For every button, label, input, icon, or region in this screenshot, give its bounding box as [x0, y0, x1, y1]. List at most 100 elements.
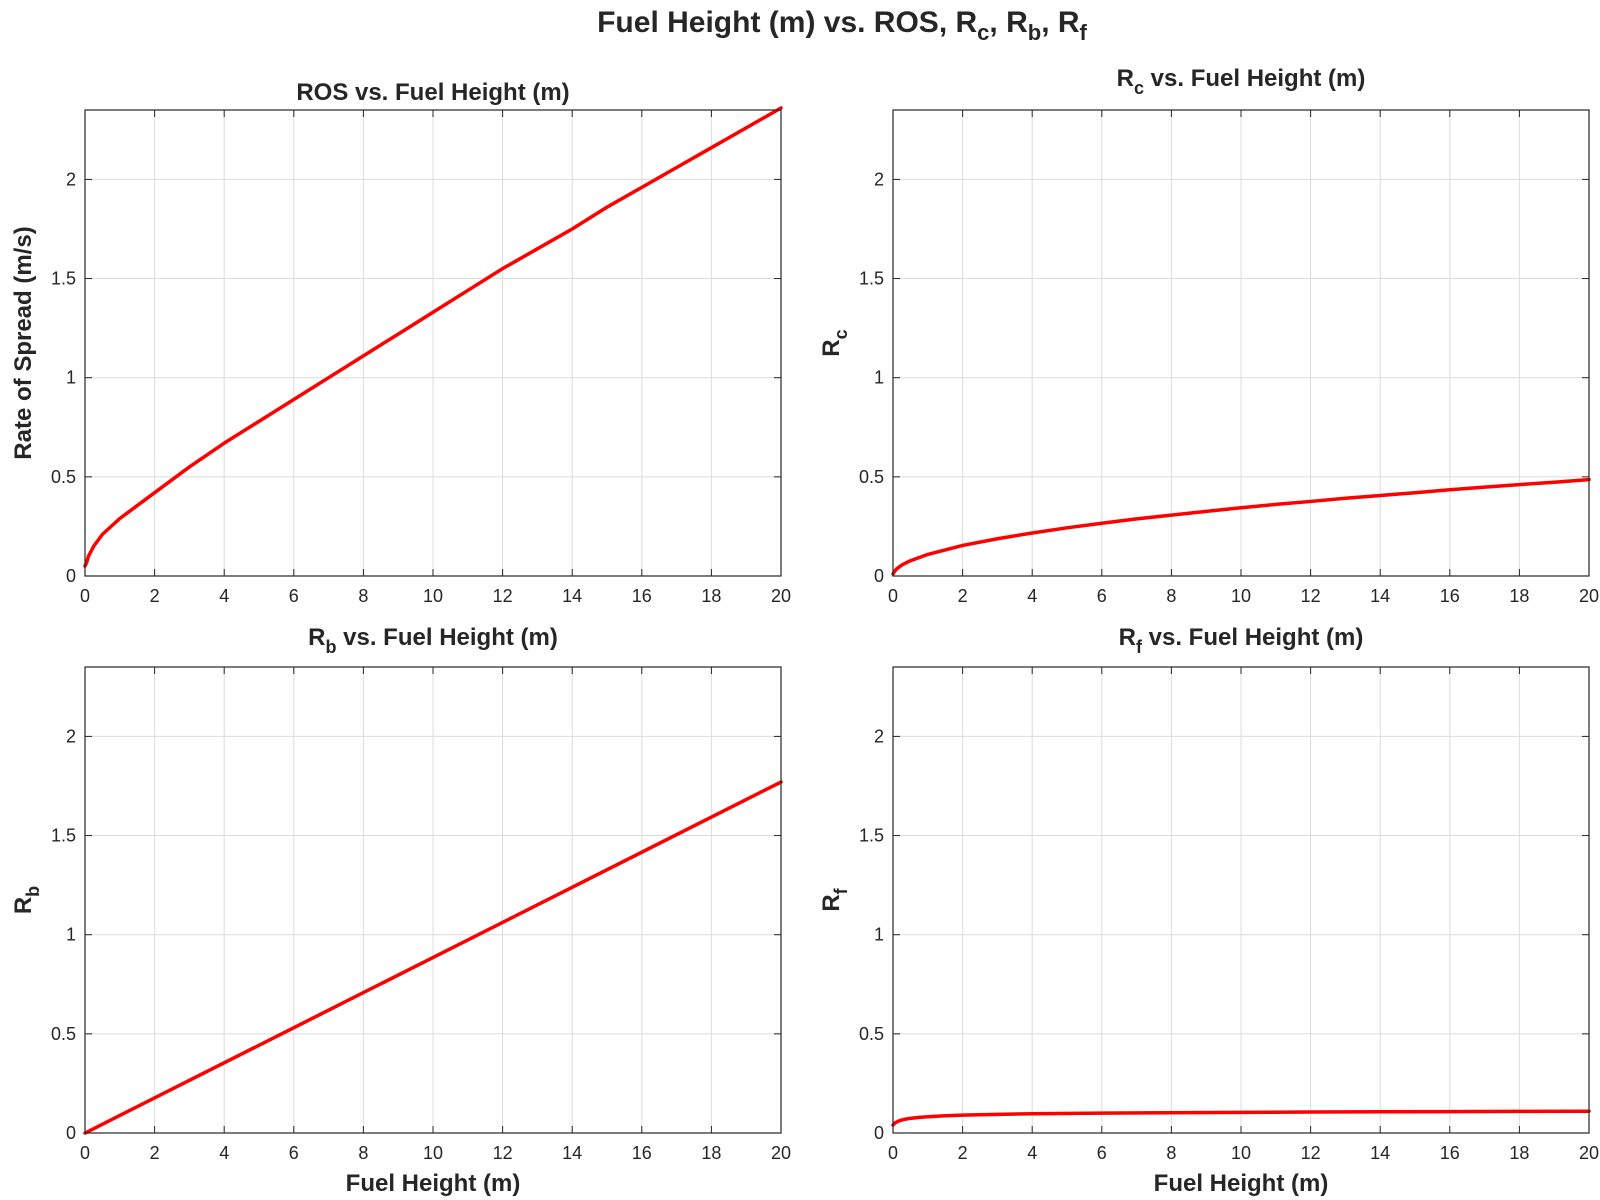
- x-tick-label: 10: [423, 586, 443, 606]
- y-axis-label-subscript: b: [23, 886, 43, 897]
- subplot-1: 0 2 4 6 8 10 12 14 16 18 20 0 0.5 1 1.5 2 ROS vs. Fuel H…: [10, 79, 791, 606]
- subplot-title-subscript: b: [325, 637, 336, 657]
- subplot-title-subscript: c: [1134, 78, 1144, 98]
- y-axis-label-text: R: [818, 894, 845, 911]
- x-tick-label: 0: [888, 1143, 898, 1163]
- y-tick-label: 1.5: [51, 269, 76, 289]
- figure-title-subscript-2: f: [1080, 20, 1088, 45]
- figure-title-text-1: , R: [989, 6, 1028, 39]
- x-tick-label: 12: [493, 1143, 513, 1163]
- x-tick-label: 14: [1370, 586, 1390, 606]
- subplot-2: 0 2 4 6 8 10 12 14 16 18 20 0 0.5 1 1.5 2 Rc vs. Fuel He…: [818, 65, 1599, 606]
- x-tick-label: 6: [289, 586, 299, 606]
- x-tick-label: 10: [1231, 586, 1251, 606]
- x-tick-label: 2: [150, 586, 160, 606]
- x-tick-label: 12: [1301, 586, 1321, 606]
- x-axis-label: Fuel Height (m): [346, 1170, 521, 1197]
- y-axis-label-text: R: [818, 339, 845, 356]
- series-line: [83, 106, 783, 568]
- x-tick-label: 18: [701, 1143, 721, 1163]
- x-tick-label: 6: [1097, 586, 1107, 606]
- subplot-title-text: R: [1119, 624, 1136, 651]
- x-tick-label: 4: [1027, 1143, 1037, 1163]
- x-tick-label: 8: [1166, 586, 1176, 606]
- y-tick-label: 1: [874, 925, 884, 945]
- x-tick-label: 4: [1027, 586, 1037, 606]
- x-tick-label: 0: [888, 586, 898, 606]
- x-tick-label: 8: [1166, 1143, 1176, 1163]
- x-tick-label: 0: [80, 1143, 90, 1163]
- y-tick-label: 2: [874, 726, 884, 746]
- subplot-title: Rb vs. Fuel Height (m): [308, 624, 558, 657]
- x-tick-label: 6: [289, 1143, 299, 1163]
- series-line: [891, 477, 1591, 576]
- series-line: [891, 1109, 1591, 1127]
- y-axis-label: Rb: [10, 886, 43, 914]
- figure-title-text-0: Fuel Height (m) vs. ROS, R: [597, 6, 977, 39]
- y-tick-label: 1.5: [859, 269, 884, 289]
- y-tick-label: 1.5: [51, 826, 76, 846]
- x-tick-label: 12: [493, 586, 513, 606]
- x-tick-label: 20: [1579, 586, 1599, 606]
- x-tick-label: 2: [958, 586, 968, 606]
- y-tick-label: 2: [66, 169, 76, 189]
- x-tick-label: 18: [1509, 1143, 1529, 1163]
- figure-title-text-2: , R: [1041, 6, 1080, 39]
- y-tick-label: 1: [874, 368, 884, 388]
- subplot-title-text: R: [308, 624, 325, 651]
- x-tick-label: 16: [1440, 586, 1460, 606]
- x-tick-label: 10: [1231, 1143, 1251, 1163]
- y-tick-label: 0.5: [859, 467, 884, 487]
- x-tick-label: 16: [1440, 1143, 1460, 1163]
- y-tick-label: 2: [66, 726, 76, 746]
- y-axis-label: Rf: [818, 887, 851, 911]
- x-tick-label: 4: [219, 586, 229, 606]
- x-tick-label: 20: [1579, 1143, 1599, 1163]
- y-tick-label: 2: [874, 169, 884, 189]
- x-tick-label: 16: [632, 1143, 652, 1163]
- figure-title: Fuel Height (m) vs. ROS, Rc, Rb, Rf: [597, 6, 1087, 45]
- x-tick-label: 10: [423, 1143, 443, 1163]
- subplot-title-text: R: [1117, 65, 1134, 92]
- subplot-title: Rf vs. Fuel Height (m): [1119, 624, 1364, 657]
- y-tick-label: 0.5: [859, 1024, 884, 1044]
- y-tick-label: 1: [66, 368, 76, 388]
- x-tick-label: 0: [80, 586, 90, 606]
- y-axis-label-subscript: f: [831, 887, 851, 894]
- x-tick-label: 12: [1301, 1143, 1321, 1163]
- subplot-title-tail: vs. Fuel Height (m): [336, 624, 557, 651]
- x-tick-label: 14: [562, 1143, 582, 1163]
- y-tick-label: 0: [66, 1123, 76, 1143]
- x-tick-label: 2: [150, 1143, 160, 1163]
- y-tick-label: 1.5: [859, 826, 884, 846]
- series-line: [83, 780, 783, 1135]
- subplot-title-tail: vs. Fuel Height (m): [1142, 624, 1363, 651]
- x-tick-label: 4: [219, 1143, 229, 1163]
- subplot-title: Rc vs. Fuel Height (m): [1117, 65, 1366, 98]
- x-tick-label: 20: [771, 1143, 791, 1163]
- y-tick-label: 0: [66, 566, 76, 586]
- x-axis-label: Fuel Height (m): [1154, 1170, 1329, 1197]
- subplot-3: 0 2 4 6 8 10 12 14 16 18 20 0 0.5 1 1.5 2 Rb vs. Fuel He…: [10, 624, 791, 1197]
- x-tick-label: 8: [358, 586, 368, 606]
- x-tick-label: 18: [1509, 586, 1529, 606]
- y-tick-label: 0.5: [51, 467, 76, 487]
- subplot-title-tail: vs. Fuel Height (m): [1144, 65, 1365, 92]
- y-tick-label: 0.5: [51, 1024, 76, 1044]
- x-tick-label: 2: [958, 1143, 968, 1163]
- y-axis-label-text: R: [10, 897, 37, 914]
- subplot-title-subscript: f: [1136, 637, 1143, 657]
- figure-title-subscript-1: b: [1028, 20, 1041, 45]
- y-tick-label: 1: [66, 925, 76, 945]
- x-tick-label: 20: [771, 586, 791, 606]
- figure-title-subscript-0: c: [977, 20, 989, 45]
- x-tick-label: 14: [1370, 1143, 1390, 1163]
- y-tick-label: 0: [874, 1123, 884, 1143]
- x-tick-label: 6: [1097, 1143, 1107, 1163]
- x-tick-label: 18: [701, 586, 721, 606]
- y-axis-label: Rate of Spread (m/s): [10, 226, 37, 459]
- y-axis-label-subscript: c: [831, 329, 851, 339]
- x-tick-label: 14: [562, 586, 582, 606]
